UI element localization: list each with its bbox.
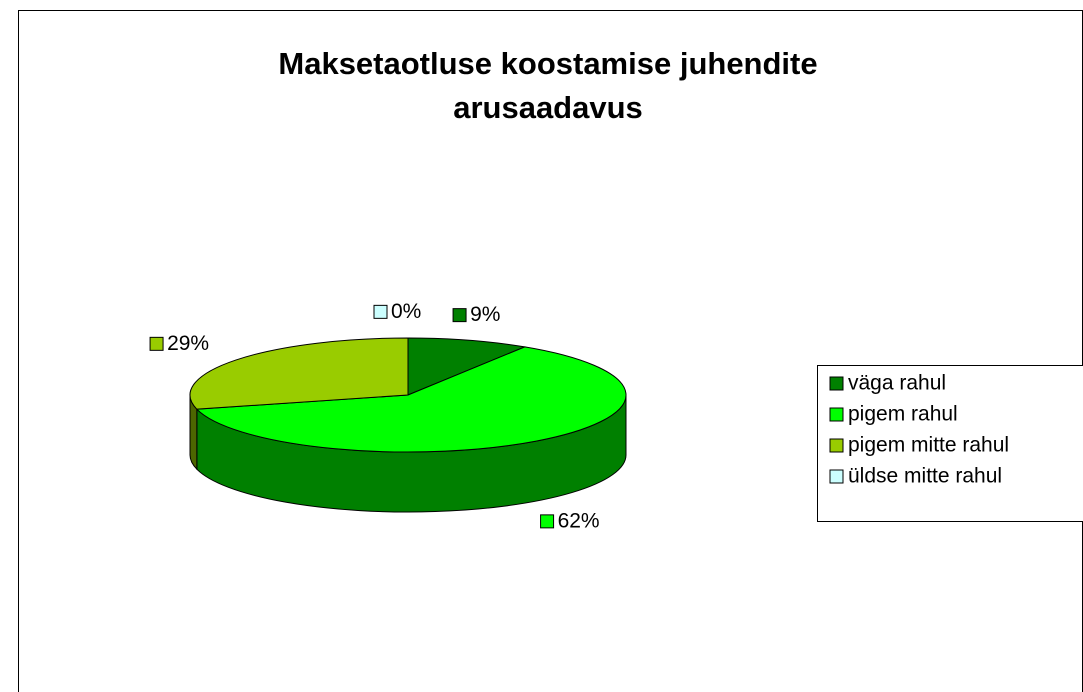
legend-swatch (829, 469, 844, 484)
chart-title: Maksetaotluse koostamise juhendite (278, 46, 817, 81)
data-label: 29% (167, 332, 209, 355)
legend-swatch (829, 376, 844, 391)
label-swatch (149, 336, 164, 351)
pie-slice (195, 346, 627, 453)
legend-swatch (829, 438, 844, 453)
legend-label: väga rahul (848, 372, 946, 395)
label-swatch (540, 514, 555, 529)
data-label: 0% (391, 300, 421, 323)
legend-label: üldse mitte rahul (848, 465, 1002, 488)
legend-box (817, 365, 1083, 522)
legend-label: pigem mitte rahul (848, 434, 1009, 457)
legend-label: pigem rahul (848, 403, 958, 426)
legend-swatch (829, 407, 844, 422)
data-label: 9% (470, 303, 500, 326)
pie-slice (189, 337, 409, 410)
chart-title: arusaadavus (453, 90, 643, 125)
data-label: 62% (558, 509, 600, 532)
label-swatch (452, 308, 467, 323)
label-swatch (373, 304, 388, 319)
pie-slice (407, 337, 527, 396)
